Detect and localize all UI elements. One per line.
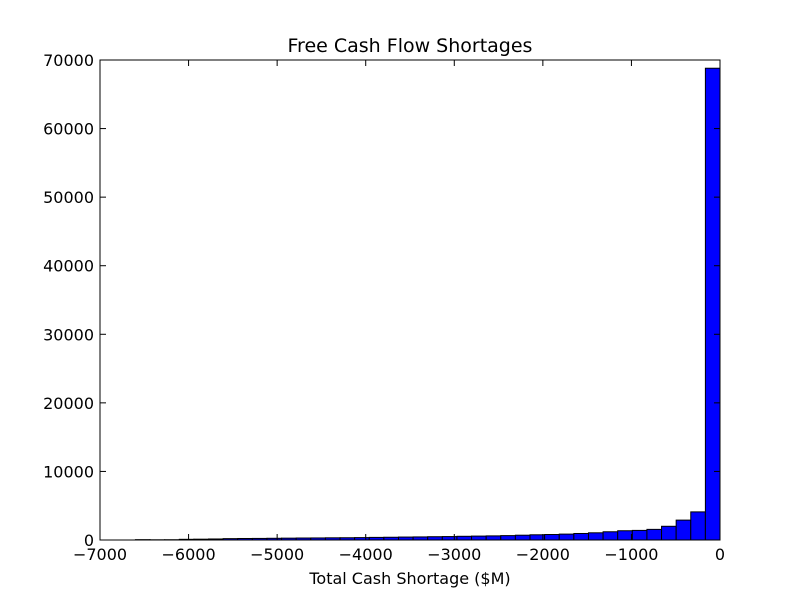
x-tick-label-2: −5000: [250, 545, 304, 564]
y-tick-label-4: 40000: [43, 257, 94, 276]
y-tick-label-5: 50000: [43, 188, 94, 207]
histogram-bar-37: [675, 519, 692, 541]
x-tick-label-6: −1000: [604, 545, 658, 564]
y-tick-label-2: 20000: [43, 394, 94, 413]
bars-group: [134, 67, 721, 541]
histogram-bar-30: [573, 532, 589, 541]
y-tick-label-1: 10000: [43, 462, 94, 481]
histogram-bar-33: [617, 530, 633, 541]
x-tick-label-5: −2000: [516, 545, 570, 564]
histogram-bar-39: [704, 67, 721, 541]
histogram-bar-22: [456, 535, 473, 541]
y-tick-label-0: 0: [84, 531, 94, 550]
x-axis: −7000 −6000 −5000 −4000 −3000 −2000 −1000 0: [73, 60, 725, 564]
plot-frame: [99, 59, 721, 541]
y-tick-label-6: 60000: [43, 120, 94, 139]
x-tick-label-7: 0: [715, 545, 725, 564]
histogram-bar-28: [544, 534, 560, 541]
x-tick-label-0: −7000: [73, 545, 127, 564]
y-axis: 0 10000 20000 30000 40000 50000 60000 70000: [43, 51, 720, 550]
y-tick-label-3: 30000: [43, 325, 94, 344]
histogram-bar-26: [514, 534, 531, 541]
histogram-bar-23: [471, 535, 487, 541]
x-tick-label-4: −3000: [427, 545, 481, 564]
chart-title: Free Cash Flow Shortages: [288, 35, 533, 57]
histogram-bar-36: [661, 525, 677, 541]
y-tick-label-7: 70000: [43, 51, 94, 70]
histogram-bar-32: [602, 531, 619, 541]
histogram-bar-35: [646, 528, 663, 541]
x-tick-label-3: −4000: [339, 545, 393, 564]
histogram-bar-29: [558, 533, 575, 541]
histogram-bar-24: [485, 535, 502, 541]
x-tick-label-1: −6000: [162, 545, 216, 564]
histogram-bar-25: [500, 535, 516, 541]
histogram-bar-31: [587, 532, 604, 541]
x-axis-label: Total Cash Shortage ($M): [308, 569, 510, 588]
histogram-bar-38: [690, 511, 706, 541]
histogram-bar-34: [631, 529, 648, 541]
